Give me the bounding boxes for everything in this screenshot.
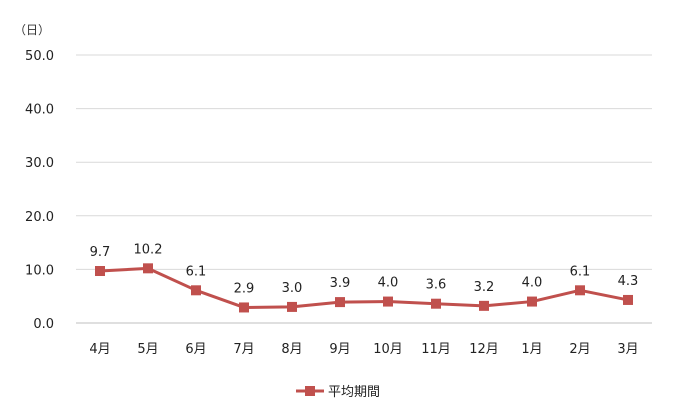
x-tick-label: 5月 <box>137 342 158 357</box>
data-label: 6.1 <box>570 264 591 279</box>
y-axis-ticks: 0.0 10.0 20.0 30.0 40.0 50.0 <box>25 49 54 332</box>
data-label: 6.1 <box>186 264 207 279</box>
legend-label: 平均期間 <box>328 385 380 400</box>
data-point-marker <box>335 297 345 308</box>
data-point-marker <box>527 296 537 307</box>
x-tick-label: 8月 <box>281 342 302 357</box>
data-label: 4.0 <box>522 276 543 291</box>
y-tick-label: 0.0 <box>33 317 54 332</box>
x-tick-label: 4月 <box>89 342 110 357</box>
x-tick-label: 10月 <box>373 342 403 357</box>
y-tick-label: 20.0 <box>25 210 54 225</box>
data-label: 4.3 <box>618 274 639 289</box>
data-label: 10.2 <box>134 242 163 257</box>
x-tick-label: 9月 <box>329 342 350 357</box>
data-label: 2.9 <box>234 281 255 296</box>
x-axis-ticks: 4月 5月 6月 7月 8月 9月 10月 11月 12月 1月 2月 3月 <box>89 342 638 357</box>
x-tick-label: 6月 <box>185 342 206 357</box>
data-label: 3.0 <box>282 281 303 296</box>
y-tick-label: 50.0 <box>25 49 54 64</box>
y-tick-label: 40.0 <box>25 103 54 118</box>
data-label: 9.7 <box>90 245 111 260</box>
y-unit-label: （日） <box>14 23 50 37</box>
data-point-marker <box>143 263 153 274</box>
data-point-marker <box>623 294 633 305</box>
data-point-marker <box>95 266 105 277</box>
data-labels: 9.7 10.2 6.1 2.9 3.0 3.9 4.0 3.6 3.2 4.0 6.1 4.3 <box>90 242 639 296</box>
data-point-marker <box>239 302 249 313</box>
legend-marker-swatch <box>305 386 315 396</box>
gridlines <box>76 54 652 270</box>
y-tick-label: 30.0 <box>25 156 54 171</box>
series-markers <box>95 263 633 313</box>
data-point-marker <box>287 301 297 312</box>
legend: 平均期間 <box>296 385 380 400</box>
data-label: 3.6 <box>426 278 447 293</box>
data-point-marker <box>479 300 489 311</box>
data-label: 3.2 <box>474 280 495 295</box>
data-point-marker <box>383 296 393 307</box>
x-tick-label: 7月 <box>233 342 254 357</box>
x-tick-label: 3月 <box>617 342 638 357</box>
data-point-marker <box>191 285 201 296</box>
data-point-marker <box>575 285 585 296</box>
y-tick-label: 10.0 <box>25 263 54 278</box>
x-tick-label: 12月 <box>469 342 499 357</box>
series-line-average-period <box>99 266 629 309</box>
data-label: 3.9 <box>330 276 351 291</box>
data-label: 4.0 <box>378 276 399 291</box>
x-tick-label: 1月 <box>521 342 542 357</box>
x-tick-label: 11月 <box>421 342 451 357</box>
data-point-marker <box>431 298 441 309</box>
x-tick-label: 2月 <box>569 342 590 357</box>
